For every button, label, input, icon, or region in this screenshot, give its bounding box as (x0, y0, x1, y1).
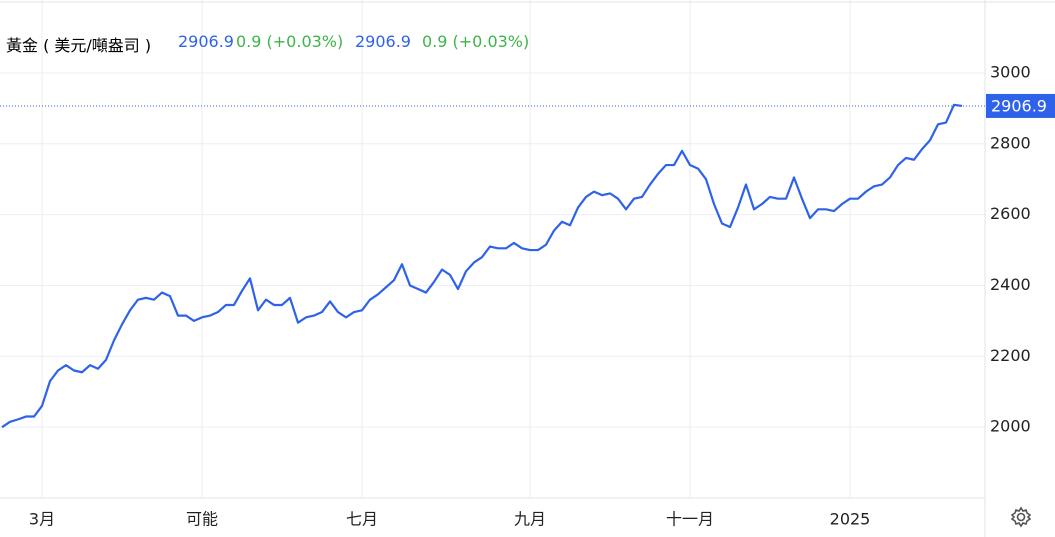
settings-icon[interactable] (1010, 506, 1032, 528)
instrument-title: 黃金 ( 美元/噸盎司 ) (6, 36, 152, 55)
y-tick-label: 3000 (990, 62, 1031, 81)
x-tick-label: 3月 (29, 510, 55, 529)
x-tick-label: 九月 (514, 510, 546, 529)
y-tick-label: 2800 (990, 133, 1031, 152)
last-price: 2906.9 (178, 32, 234, 51)
x-tick-label: 可能 (186, 510, 218, 529)
last-price-box (986, 93, 1055, 118)
y-tick-label: 2000 (990, 417, 1031, 436)
plot (0, 0, 985, 498)
y-tick-label: 2200 (990, 346, 1031, 365)
price-line (1, 103, 963, 429)
x-tick-label: 十一月 (666, 510, 714, 529)
x-tick-label: 2025 (830, 510, 871, 529)
y-tick-label: 2400 (990, 275, 1031, 294)
last-price-label: 2906.9 (991, 96, 1047, 115)
last-price: 2906.9 (355, 32, 411, 51)
y-tick-label: 2600 (990, 204, 1031, 223)
change: 0.9 (+0.03%) (236, 32, 344, 51)
x-tick-label: 七月 (346, 510, 378, 529)
change: 0.9 (+0.03%) (422, 32, 530, 51)
